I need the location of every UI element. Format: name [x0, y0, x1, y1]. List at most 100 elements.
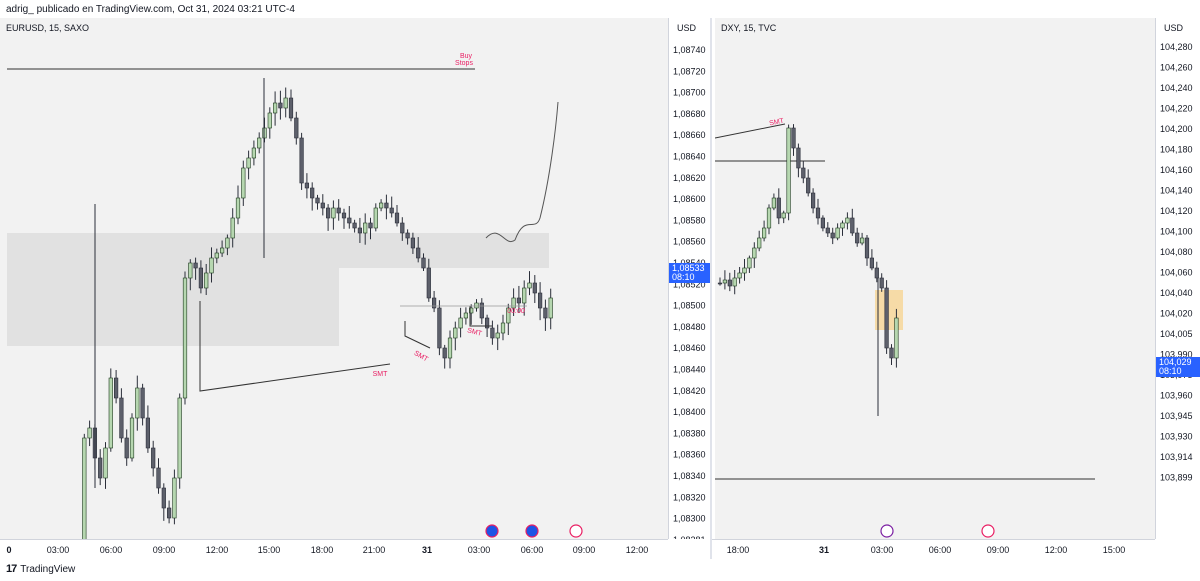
- eurusd-candle: [479, 302, 484, 319]
- eurusd-candle: [378, 202, 384, 209]
- eurusd-candle: [299, 137, 304, 184]
- dxy-price-ticks: 104,280 104,260 104,240 104,220 104,200 104,1…: [1156, 42, 1200, 483]
- eurusd-time-tick: 21:00: [363, 545, 386, 555]
- dxy-price-tick: 103,914: [1160, 452, 1193, 462]
- eurusd-candle: [251, 147, 257, 159]
- eurusd-candle: [341, 212, 347, 219]
- dxy-candle: [884, 287, 889, 349]
- eurusd-candle: [177, 397, 182, 479]
- eurusd-price-tick: 1,08420: [673, 386, 706, 396]
- dxy-candle: [747, 257, 752, 269]
- dxy-symbol-label[interactable]: DXY, 15, TVC: [721, 23, 777, 33]
- tradingview-logo-icon: 17: [6, 563, 17, 575]
- dxy-candle: [894, 317, 899, 359]
- dxy-candle: [771, 197, 776, 209]
- dxy-candle: [830, 232, 835, 239]
- dxy-price-tick: 103,899: [1160, 473, 1193, 483]
- eurusd-candle: [230, 217, 235, 239]
- eurusd-candle: [257, 137, 262, 149]
- eurusd-candle: [214, 252, 219, 259]
- eurusd-smt-label: SMT: [466, 327, 483, 338]
- eurusd-price-axis[interactable]: USD 1,08740 1,08720 1,08700 1,08680 1,08660 1…: [668, 18, 711, 539]
- dxy-candle: [874, 267, 879, 279]
- eurusd-time-label: 00:00: [507, 308, 525, 315]
- footer-brand: TradingView: [20, 563, 76, 575]
- eurusd-smt-line: [404, 321, 431, 349]
- dxy-candle: [850, 217, 855, 234]
- eurusd-candle: [198, 267, 204, 289]
- dxy-price-tick: 104,005: [1160, 329, 1193, 339]
- eurusd-candle: [161, 487, 166, 509]
- eurusd-candle: [421, 257, 426, 269]
- eurusd-current-price: 1,08533: [672, 263, 705, 273]
- eurusd-candle: [405, 232, 410, 239]
- dxy-candle: [840, 222, 845, 229]
- dxy-chart-panel[interactable]: SMT DXY, 15, TVC USD 104,280 104,260 104,2…: [712, 18, 1200, 559]
- dxy-price-tick: 104,180: [1160, 145, 1193, 155]
- eurusd-candle: [114, 377, 119, 399]
- eurusd-price-tick: 1,08680: [673, 109, 706, 119]
- eurusd-candle: [426, 267, 431, 299]
- eurusd-price-tick: 1,08560: [673, 237, 706, 247]
- eurusd-smt-line: [469, 306, 492, 327]
- panel-divider[interactable]: [710, 18, 712, 559]
- eurusd-candle: [537, 292, 543, 309]
- dxy-price-tick: 103,960: [1160, 391, 1193, 401]
- eurusd-candle: [363, 222, 368, 234]
- eurusd-time-tick: 06:00: [521, 545, 544, 555]
- eurusd-candle: [447, 337, 453, 359]
- eurusd-candle: [506, 307, 511, 324]
- dxy-price-axis[interactable]: USD 104,280 104,260 104,240 104,220 104,200 1…: [1155, 18, 1200, 539]
- eurusd-candle: [331, 207, 336, 219]
- eurusd-candle: [193, 262, 198, 269]
- eurusd-candle: [108, 377, 113, 449]
- dxy-candle: [742, 267, 747, 274]
- eurusd-candle: [463, 312, 469, 319]
- eurusd-plot-area[interactable]: Buy Stops SMT SMT SMT 00:00 EURUSD, 15, SAXO: [0, 18, 668, 539]
- eurusd-price-tick: 1,08600: [673, 194, 706, 204]
- dxy-currency[interactable]: USD: [1164, 23, 1184, 33]
- eurusd-candle: [315, 197, 320, 204]
- dxy-smt-line: [715, 123, 786, 139]
- dxy-candle: [811, 192, 816, 209]
- dxy-candle: [855, 232, 860, 244]
- eurusd-candle: [325, 207, 331, 219]
- eurusd-currency[interactable]: USD: [677, 23, 697, 33]
- eurusd-symbol-label[interactable]: EURUSD, 15, SAXO: [6, 23, 90, 33]
- dxy-candle: [732, 277, 737, 287]
- eurusd-candle: [527, 282, 532, 289]
- dxy-price-tick: 104,280: [1160, 42, 1193, 52]
- eurusd-price-tick: 1,08360: [673, 450, 706, 460]
- eurusd-candle: [484, 317, 490, 329]
- dxy-price-tick: 104,080: [1160, 247, 1193, 257]
- eurusd-candle: [241, 167, 246, 199]
- eurusd-candle: [400, 222, 405, 234]
- eurusd-candle: [453, 327, 458, 339]
- dxy-candle: [786, 127, 791, 214]
- eurusd-time-tick: 12:00: [206, 545, 229, 555]
- dxy-lightning-icon: [880, 524, 894, 538]
- eurusd-chart-panel[interactable]: Buy Stops SMT SMT SMT 00:00 EURUSD, 15, SAXO …: [0, 18, 711, 559]
- eurusd-time-tick: 06:00: [100, 545, 123, 555]
- eurusd-time-tick: 31: [422, 545, 432, 555]
- eurusd-demand-zone: [7, 233, 339, 346]
- eurusd-price-tick: 1,08340: [673, 471, 706, 481]
- dxy-plot-area[interactable]: SMT DXY, 15, TVC: [715, 18, 1155, 539]
- eurusd-candle: [119, 397, 124, 439]
- eurusd-time-axis[interactable]: 0 03:00 06:00 09:00 12:00 15:00 18:00 21:00 31 03…: [0, 539, 668, 559]
- eurusd-price-tick: 1,08300: [673, 514, 706, 524]
- dxy-time-tick: 06:00: [929, 545, 952, 555]
- eurusd-candle: [145, 417, 151, 449]
- eurusd-candle: [474, 302, 479, 309]
- dxy-price-tick: 104,200: [1160, 124, 1193, 134]
- dxy-price-tick: 104,140: [1160, 186, 1193, 196]
- dxy-candles[interactable]: SMT: [715, 18, 1155, 539]
- dxy-price-tick: 104,260: [1160, 63, 1193, 73]
- eurusd-price-tick: 1,08400: [673, 407, 706, 417]
- dxy-price-tick: 104,160: [1160, 165, 1193, 175]
- dxy-candle: [757, 237, 762, 249]
- dxy-time-axis[interactable]: 18:00 31 03:00 06:00 09:00 12:00 15:00: [712, 539, 1155, 559]
- eurusd-smt-label: SMT: [413, 350, 430, 364]
- dxy-candle: [845, 217, 850, 224]
